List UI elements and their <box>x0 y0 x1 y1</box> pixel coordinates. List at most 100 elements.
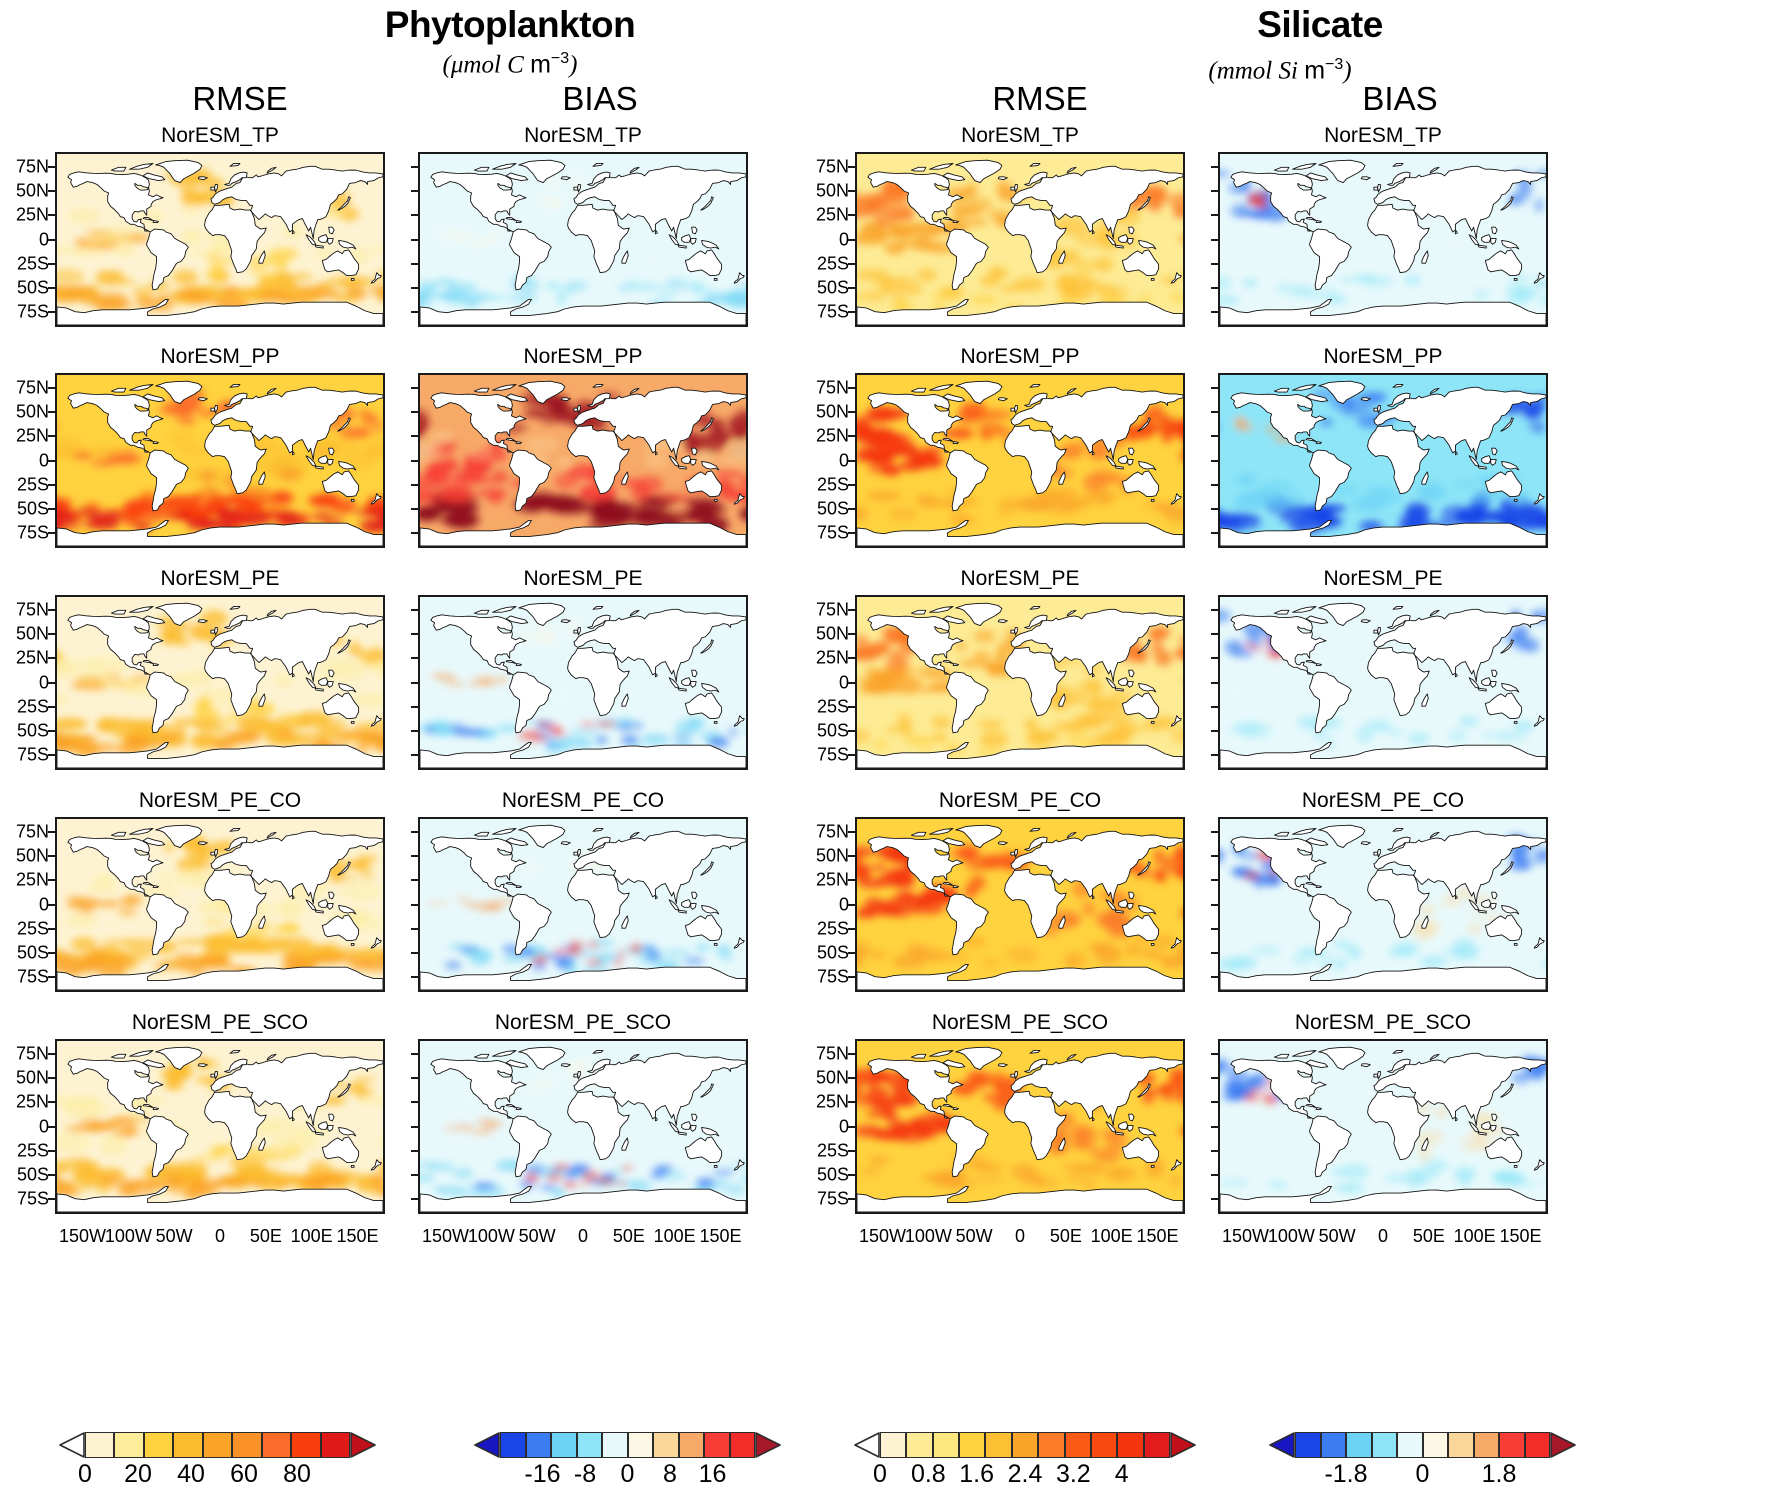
lat-tickmark <box>48 190 57 192</box>
lon-tick-label: 0 <box>1015 1226 1025 1247</box>
lon-tick-label: 150W <box>422 1226 469 1247</box>
lat-tick-label: 25N <box>816 426 849 447</box>
colorbar-tick-label: 1.6 <box>959 1460 994 1489</box>
lat-tickmark <box>48 484 57 486</box>
lon-tick-label: 150W <box>859 1226 906 1247</box>
units-exponent: −3 <box>551 50 569 67</box>
lat-tickmark <box>48 928 57 930</box>
map-panel-pb-0 <box>418 152 748 327</box>
lat-tick-label: 50N <box>816 401 849 422</box>
lat-tick-label: 50S <box>817 278 849 299</box>
lat-tick-label: 50N <box>816 845 849 866</box>
panel-title-pb-3: NorESM_PE_CO <box>418 789 748 813</box>
lat-tick-label: 25N <box>16 870 49 891</box>
lon-tick-label: 150E <box>1499 1226 1541 1247</box>
lat-tickmark <box>411 730 420 732</box>
lat-tick-label: 25S <box>817 474 849 495</box>
lat-tick-label: 25N <box>16 426 49 447</box>
units-close-paren: ) <box>569 51 577 78</box>
lon-tick-label: 50W <box>1319 1226 1356 1247</box>
colorbar-cell <box>1144 1432 1170 1458</box>
lat-tickmark <box>1211 754 1220 756</box>
panel-title-pb-1: NorESM_PP <box>418 345 748 369</box>
lon-tick-label: 50E <box>250 1226 282 1247</box>
panel-title-sb-2: NorESM_PE <box>1218 567 1548 591</box>
colorbar-cell <box>1499 1432 1525 1458</box>
lat-tick-label: 25N <box>816 648 849 669</box>
colorbar-cell <box>880 1432 906 1458</box>
lat-tickmark <box>48 682 57 684</box>
colorbar-cell <box>203 1432 232 1458</box>
colorbar-tick-label: 60 <box>230 1460 258 1489</box>
lat-tick-label: 25S <box>817 1140 849 1161</box>
lat-tickmark <box>848 1198 857 1200</box>
colorbar-right-arrow-icon <box>1550 1432 1576 1458</box>
lat-tickmark <box>48 287 57 289</box>
lat-tickmark <box>411 1077 420 1079</box>
column-header-phyto-bias: BIAS <box>480 80 720 118</box>
panel-title-sb-4: NorESM_PE_SCO <box>1218 1011 1548 1035</box>
lat-tick-label: 75N <box>16 821 49 842</box>
lat-tick-label: 75N <box>16 377 49 398</box>
map-panel-pb-4 <box>418 1039 748 1214</box>
lat-tick-label: 50N <box>816 180 849 201</box>
lat-tickmark <box>1211 508 1220 510</box>
colorbar-left-arrow-icon <box>1269 1432 1295 1458</box>
colorbar-body-phyto-bias <box>500 1432 755 1458</box>
panel-title-sr-2: NorESM_PE <box>855 567 1185 591</box>
lon-tick-label: 0 <box>1378 1226 1388 1247</box>
lat-tickmark <box>48 706 57 708</box>
lat-tickmarks-pr-0 <box>48 152 57 327</box>
lat-tickmark <box>1211 706 1220 708</box>
colorbar-cell <box>551 1432 577 1458</box>
lat-tickmark <box>48 263 57 265</box>
lat-tickmark <box>411 508 420 510</box>
lat-tickmark <box>1211 311 1220 313</box>
lat-tickmark <box>848 214 857 216</box>
lat-tickmark <box>48 657 57 659</box>
colorbar-cell <box>232 1432 261 1458</box>
lat-tick-label: 50N <box>16 1067 49 1088</box>
lat-tick-label: 50N <box>16 845 49 866</box>
lat-tickmark <box>48 855 57 857</box>
lat-tick-label: 25N <box>16 648 49 669</box>
lat-tickmark <box>48 1101 57 1103</box>
lat-tick-label: 25N <box>816 1092 849 1113</box>
lat-tickmark <box>1211 831 1220 833</box>
lat-tickmarks-pb-0 <box>411 152 420 327</box>
lat-tickmark <box>411 460 420 462</box>
colorbar-tick-label: 2.4 <box>1008 1460 1043 1489</box>
lat-tickmark <box>48 508 57 510</box>
lat-tick-label: 75S <box>817 302 849 323</box>
lon-tick-label: 150W <box>59 1226 106 1247</box>
colorbar-cell <box>85 1432 114 1458</box>
lat-tickmark <box>1211 657 1220 659</box>
lat-tickmark <box>1211 904 1220 906</box>
colorbar-tick-label: -1.8 <box>1324 1460 1367 1489</box>
lat-tickmark <box>48 532 57 534</box>
lat-tickmark <box>48 633 57 635</box>
lat-tick-label: 75S <box>817 523 849 544</box>
colorbar-cell <box>526 1432 552 1458</box>
colorbar-tick-label: 0 <box>621 1460 635 1489</box>
lat-tick-label: 25S <box>817 918 849 939</box>
colorbar-cell <box>985 1432 1011 1458</box>
lat-tick-label: 75S <box>817 1189 849 1210</box>
lat-tickmark <box>848 387 857 389</box>
lat-tick-label: 50S <box>17 1165 49 1186</box>
lat-tick-label: 50S <box>817 499 849 520</box>
lat-tick-label: 75N <box>816 156 849 177</box>
lat-tick-label: 25S <box>17 918 49 939</box>
colorbar-cell <box>321 1432 350 1458</box>
lon-tick-label: 0 <box>215 1226 225 1247</box>
lat-tickmarks-sr-0 <box>848 152 857 327</box>
lat-tickmark <box>1211 952 1220 954</box>
lat-tickmark <box>1211 435 1220 437</box>
